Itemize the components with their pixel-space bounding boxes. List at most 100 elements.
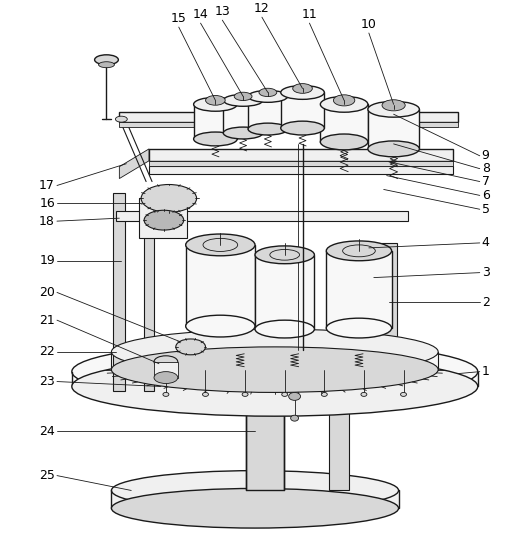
Ellipse shape bbox=[98, 62, 114, 67]
Text: 25: 25 bbox=[39, 469, 55, 482]
Polygon shape bbox=[149, 149, 452, 160]
Ellipse shape bbox=[111, 347, 437, 393]
Ellipse shape bbox=[234, 92, 251, 101]
Ellipse shape bbox=[280, 86, 324, 100]
Text: 3: 3 bbox=[481, 266, 489, 279]
Bar bbox=[329, 401, 348, 491]
Polygon shape bbox=[116, 211, 408, 221]
Bar bbox=[113, 194, 125, 392]
Ellipse shape bbox=[254, 320, 314, 338]
Ellipse shape bbox=[242, 393, 247, 396]
Polygon shape bbox=[193, 104, 237, 139]
Text: 17: 17 bbox=[39, 179, 55, 192]
Polygon shape bbox=[119, 149, 149, 179]
Text: 20: 20 bbox=[39, 286, 55, 299]
Ellipse shape bbox=[247, 90, 287, 102]
Ellipse shape bbox=[202, 393, 208, 396]
Polygon shape bbox=[247, 96, 287, 129]
Ellipse shape bbox=[111, 488, 398, 528]
Polygon shape bbox=[320, 104, 367, 142]
Polygon shape bbox=[280, 93, 324, 128]
Bar bbox=[246, 396, 283, 491]
Polygon shape bbox=[119, 112, 457, 122]
Ellipse shape bbox=[320, 134, 367, 150]
Ellipse shape bbox=[269, 249, 299, 260]
Ellipse shape bbox=[203, 239, 237, 251]
Bar bbox=[154, 362, 178, 378]
Ellipse shape bbox=[400, 393, 406, 396]
Ellipse shape bbox=[247, 398, 281, 406]
Bar bbox=[116, 211, 408, 221]
Ellipse shape bbox=[281, 393, 287, 396]
Text: 12: 12 bbox=[253, 2, 269, 15]
Ellipse shape bbox=[111, 471, 398, 510]
Polygon shape bbox=[185, 245, 254, 326]
Text: 21: 21 bbox=[39, 314, 55, 327]
Ellipse shape bbox=[326, 318, 391, 338]
Ellipse shape bbox=[360, 393, 366, 396]
Bar bbox=[139, 198, 186, 238]
Ellipse shape bbox=[320, 96, 367, 112]
Ellipse shape bbox=[162, 393, 168, 396]
Text: 23: 23 bbox=[39, 375, 55, 388]
Ellipse shape bbox=[288, 393, 300, 400]
Ellipse shape bbox=[280, 121, 324, 135]
Text: 11: 11 bbox=[301, 8, 317, 21]
Ellipse shape bbox=[223, 127, 263, 139]
Polygon shape bbox=[223, 101, 263, 133]
Text: 14: 14 bbox=[192, 8, 208, 21]
Polygon shape bbox=[367, 109, 418, 149]
Text: 9: 9 bbox=[481, 149, 489, 162]
Ellipse shape bbox=[141, 185, 196, 212]
Ellipse shape bbox=[381, 100, 405, 111]
Polygon shape bbox=[111, 491, 398, 508]
Ellipse shape bbox=[111, 329, 437, 374]
Text: 2: 2 bbox=[481, 296, 489, 309]
Ellipse shape bbox=[292, 83, 312, 93]
Text: 6: 6 bbox=[481, 189, 489, 202]
Polygon shape bbox=[119, 122, 457, 127]
Text: 10: 10 bbox=[360, 18, 376, 31]
Ellipse shape bbox=[193, 97, 237, 111]
Ellipse shape bbox=[176, 339, 205, 355]
Ellipse shape bbox=[290, 415, 298, 421]
Ellipse shape bbox=[333, 95, 354, 106]
Ellipse shape bbox=[254, 246, 314, 264]
Text: 18: 18 bbox=[39, 215, 55, 227]
Text: 13: 13 bbox=[214, 5, 230, 18]
Ellipse shape bbox=[326, 241, 391, 261]
Bar bbox=[144, 218, 154, 392]
Ellipse shape bbox=[205, 96, 225, 105]
Ellipse shape bbox=[94, 55, 118, 65]
Ellipse shape bbox=[72, 357, 477, 416]
Text: 4: 4 bbox=[481, 236, 489, 249]
Text: 22: 22 bbox=[39, 345, 55, 358]
Text: 16: 16 bbox=[39, 197, 55, 210]
Ellipse shape bbox=[185, 315, 254, 337]
Ellipse shape bbox=[321, 393, 327, 396]
Text: 7: 7 bbox=[481, 175, 489, 188]
Ellipse shape bbox=[154, 372, 178, 384]
Text: 19: 19 bbox=[39, 254, 55, 268]
Ellipse shape bbox=[154, 356, 178, 368]
Text: 24: 24 bbox=[39, 425, 55, 438]
Ellipse shape bbox=[259, 88, 276, 97]
Text: 15: 15 bbox=[171, 12, 186, 25]
Ellipse shape bbox=[115, 116, 127, 122]
Polygon shape bbox=[254, 255, 314, 329]
Bar bbox=[380, 243, 396, 372]
Ellipse shape bbox=[342, 245, 375, 257]
Ellipse shape bbox=[247, 123, 287, 135]
Polygon shape bbox=[326, 251, 391, 328]
Ellipse shape bbox=[367, 141, 418, 157]
Ellipse shape bbox=[193, 132, 237, 146]
Polygon shape bbox=[149, 166, 452, 174]
Text: 5: 5 bbox=[481, 203, 489, 216]
Ellipse shape bbox=[367, 101, 418, 117]
Polygon shape bbox=[149, 160, 452, 166]
Ellipse shape bbox=[72, 342, 477, 401]
Ellipse shape bbox=[144, 210, 183, 230]
Ellipse shape bbox=[223, 94, 263, 106]
Text: 1: 1 bbox=[481, 365, 489, 378]
Text: 8: 8 bbox=[481, 162, 489, 175]
